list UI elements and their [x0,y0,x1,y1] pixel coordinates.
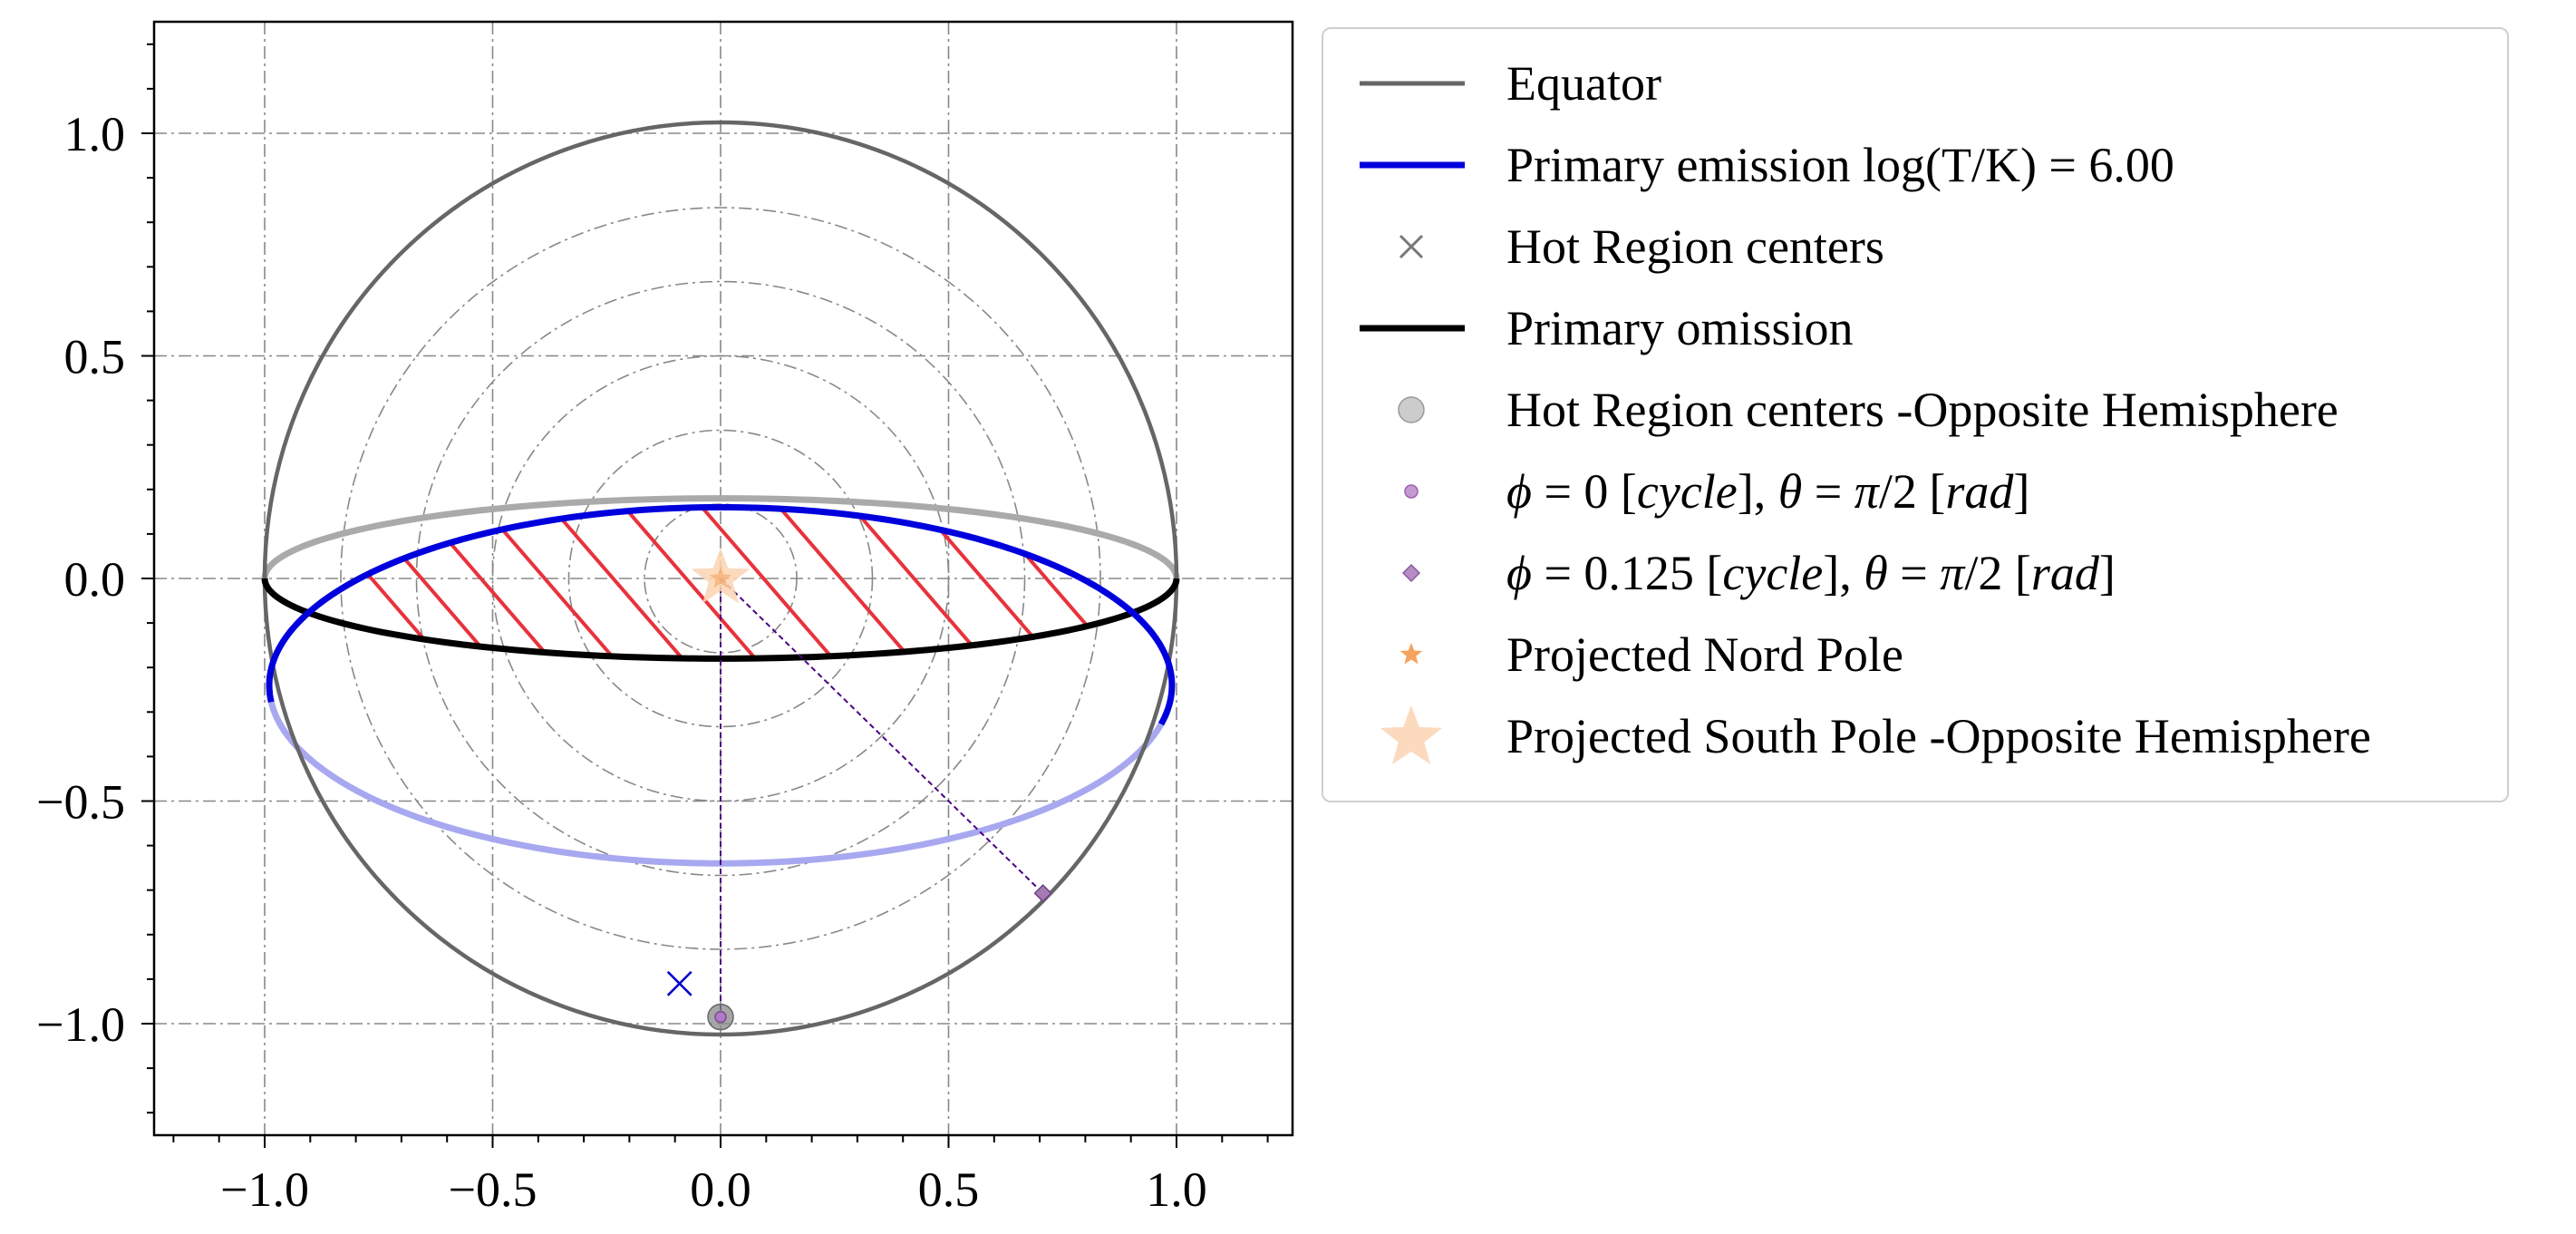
concentric-circle [567,429,874,728]
polar-projection-plot: −1.0 −0.5 0.0 0.5 1.0 −1.0 −0.5 0.0 0.5 1.0 [36,20,1294,1217]
dashed-path [720,578,1044,894]
legend-item-primary-omission: Primary omission [1323,287,2507,369]
legend-large-star-icon [1380,705,1443,765]
legend-x-marker-icon [1399,234,1424,259]
legend-line-gray-icon [1360,81,1465,86]
y-tick-label: 0.0 [64,552,126,607]
legend-label: Hot Region centers [1506,219,1884,274]
concentric-circle [415,280,1026,877]
y-tick-label: −1.0 [36,997,125,1052]
primary-omission-line [261,578,1180,662]
legend-item-phi-0: ϕ = 0 [cycle], θ = π/2 [rad] [1323,451,2507,532]
x-tick-label: 0.5 [918,1162,980,1217]
legend-label: Projected South Pole -Opposite Hemispher… [1506,709,2371,763]
legend-item-north-pole: Projected Nord Pole [1323,614,2507,695]
legend-label: Projected Nord Pole [1506,627,1903,682]
equator-far-side-arc [261,495,1180,579]
legend-small-star-icon [1399,643,1423,665]
primary-emission-arc [266,503,1176,726]
legend-label: Equator [1506,56,1661,111]
concentric-circle [340,207,1101,950]
legend-item-hot-region-opposite: Hot Region centers -Opposite Hemisphere [1323,369,2507,451]
axis-ticks [141,43,1269,1148]
legend-item-hot-region-centers: Hot Region centers [1323,206,2507,287]
legend-item-phi-0125: ϕ = 0.125 [cycle], θ = π/2 [rad] [1323,532,2507,614]
x-tick-label: 0.0 [690,1162,751,1217]
x-tick-label: −0.5 [449,1162,537,1217]
far-side-curves [261,495,1180,867]
legend-diamond-icon [1401,563,1421,583]
phi-0125-marker [1033,884,1052,903]
primary-emission-far-arc [267,701,1164,867]
legend-item-south-pole: Projected South Pole -Opposite Hemispher… [1323,695,2507,777]
legend-label-phi-0: ϕ = 0 [cycle], θ = π/2 [rad] [1506,464,2030,519]
y-tick-label: −0.5 [36,775,125,830]
legend-line-black-icon [1360,325,1465,332]
legend: Equator Primary emission log(T/K) = 6.00… [1322,27,2509,802]
legend-item-equator: Equator [1323,43,2507,124]
y-tick-label: 0.5 [64,330,126,384]
x-tick-label: −1.0 [220,1162,309,1217]
legend-line-blue-icon [1360,161,1465,169]
phi-0-marker [714,1010,727,1024]
markers [666,548,1052,1031]
north-pole-star [709,567,732,588]
legend-label: Hot Region centers -Opposite Hemisphere [1506,383,2339,437]
legend-label-phi-0125: ϕ = 0.125 [cycle], θ = π/2 [rad] [1506,546,2116,600]
legend-label: Primary emission log(T/K) = 6.00 [1506,138,2174,192]
hot-region-center-x [666,970,692,996]
legend-gray-circle-icon [1398,396,1425,423]
tick-labels: −1.0 −0.5 0.0 0.5 1.0 −1.0 −0.5 0.0 0.5 1.0 [36,107,1207,1217]
legend-label: Primary omission [1506,301,1854,355]
legend-item-primary-emission: Primary emission log(T/K) = 6.00 [1323,124,2507,206]
x-tick-label: 1.0 [1146,1162,1207,1217]
y-tick-label: 1.0 [64,107,126,161]
near-side-curves [261,120,1180,1037]
legend-small-circle-icon [1404,484,1419,499]
